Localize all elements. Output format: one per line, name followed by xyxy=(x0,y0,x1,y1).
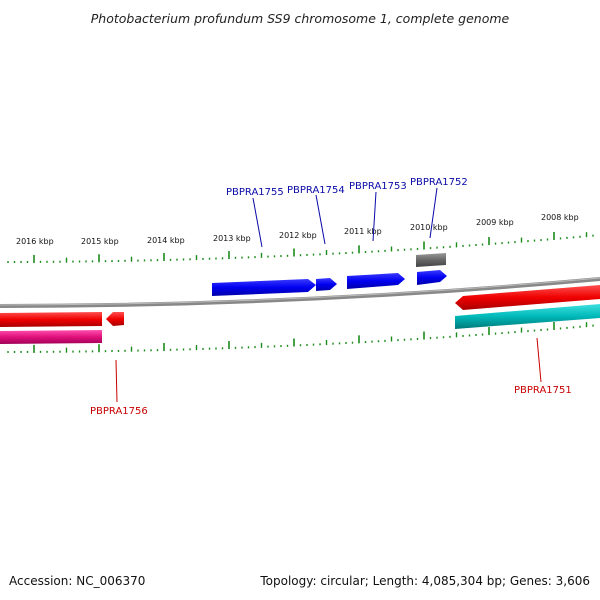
kbp-label-2015: 2015 kbp xyxy=(81,237,119,246)
chromosome-backbone-highlight xyxy=(0,277,600,306)
gene-PBPRA1751[interactable] xyxy=(455,285,600,310)
kbp-label-2009: 2009 kbp xyxy=(476,218,514,227)
label-PBPRA1755[interactable]: PBPRA1755 xyxy=(226,187,284,198)
kbp-label-2013: 2013 kbp xyxy=(213,234,251,243)
genome-summary: Topology: circular; Length: 4,085,304 bp… xyxy=(260,574,590,588)
kbp-label-2014: 2014 kbp xyxy=(147,236,185,245)
leader-PBPRA1756 xyxy=(115,359,118,403)
gene-teal-right[interactable] xyxy=(455,304,600,329)
leader-PBPRA1751 xyxy=(536,337,542,383)
map-title: Photobacterium profundum SS9 chromosome … xyxy=(91,11,510,26)
accession-label: Accession: NC_006370 xyxy=(9,574,146,588)
gene-PBPRA1756[interactable] xyxy=(106,312,124,326)
kbp-label-2012: 2012 kbp xyxy=(279,231,317,240)
leader-PBPRA1752 xyxy=(429,187,438,239)
kbp-label-2008: 2008 kbp xyxy=(541,213,579,222)
label-PBPRA1751[interactable]: PBPRA1751 xyxy=(514,385,572,396)
scale-track-top xyxy=(7,231,594,263)
kbp-label-2016: 2016 kbp xyxy=(16,237,54,246)
rna-pink-left[interactable] xyxy=(0,330,102,344)
leader-PBPRA1755 xyxy=(252,197,263,248)
kbp-label-2010: 2010 kbp xyxy=(410,223,448,232)
leader-PBPRA1754 xyxy=(315,194,326,245)
scale-track-bottom xyxy=(7,321,594,353)
leader-PBPRA1753 xyxy=(372,191,377,242)
gene-pseudo-1752-region[interactable] xyxy=(416,253,446,267)
label-PBPRA1752[interactable]: PBPRA1752 xyxy=(410,177,468,188)
chromosome-backbone xyxy=(0,277,600,308)
gene-red-left[interactable] xyxy=(0,312,102,327)
label-PBPRA1756[interactable]: PBPRA1756 xyxy=(90,406,148,417)
gene-PBPRA1753[interactable] xyxy=(347,273,405,289)
gene-PBPRA1755[interactable] xyxy=(212,279,316,296)
label-PBPRA1754[interactable]: PBPRA1754 xyxy=(287,185,345,196)
gene-PBPRA1752[interactable] xyxy=(417,270,447,285)
kbp-label-2011: 2011 kbp xyxy=(344,227,382,236)
gene-PBPRA1754[interactable] xyxy=(316,278,337,291)
label-PBPRA1753[interactable]: PBPRA1753 xyxy=(349,181,407,192)
